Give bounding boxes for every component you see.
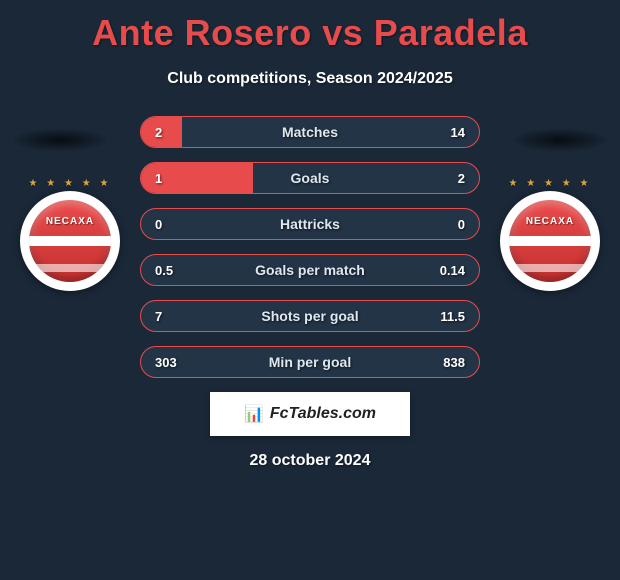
comparison-subtitle: Club competitions, Season 2024/2025 [0, 70, 620, 88]
stat-label: Min per goal [141, 354, 479, 370]
stat-value-right: 11.5 [435, 309, 465, 324]
club-badge-right: ★ ★ ★ ★ ★ NECAXA [500, 178, 600, 288]
shield-icon: NECAXA [20, 191, 120, 291]
stat-row: 0Hattricks0 [140, 208, 480, 240]
player-shadow-right [510, 128, 610, 152]
stat-value-right: 0 [435, 217, 465, 232]
brand-text: FcTables.com [270, 405, 376, 423]
stat-label: Goals per match [141, 262, 479, 278]
comparison-title: Ante Rosero vs Paradela [0, 0, 620, 54]
stat-row: 303Min per goal838 [140, 346, 480, 378]
stat-row: 7Shots per goal11.5 [140, 300, 480, 332]
stat-value-right: 0.14 [435, 263, 465, 278]
stat-row: 0.5Goals per match0.14 [140, 254, 480, 286]
stat-label: Goals [141, 170, 479, 186]
stat-label: Shots per goal [141, 308, 479, 324]
stats-panel: 2Matches141Goals20Hattricks00.5Goals per… [140, 116, 480, 378]
stat-row: 1Goals2 [140, 162, 480, 194]
stat-row: 2Matches14 [140, 116, 480, 148]
stat-value-right: 838 [435, 355, 465, 370]
badge-label: NECAXA [29, 216, 111, 227]
brand-badge: 📊 FcTables.com [210, 392, 410, 436]
snapshot-date: 28 october 2024 [0, 452, 620, 470]
chart-icon: 📊 [244, 404, 264, 424]
stat-label: Matches [141, 124, 479, 140]
stars-icon: ★ ★ ★ ★ ★ [500, 178, 600, 189]
stat-value-right: 2 [435, 171, 465, 186]
stat-label: Hattricks [141, 216, 479, 232]
shield-icon: NECAXA [500, 191, 600, 291]
club-badge-left: ★ ★ ★ ★ ★ NECAXA [20, 178, 120, 288]
player-shadow-left [10, 128, 110, 152]
stars-icon: ★ ★ ★ ★ ★ [20, 178, 120, 189]
stat-value-right: 14 [435, 125, 465, 140]
badge-label: NECAXA [509, 216, 591, 227]
